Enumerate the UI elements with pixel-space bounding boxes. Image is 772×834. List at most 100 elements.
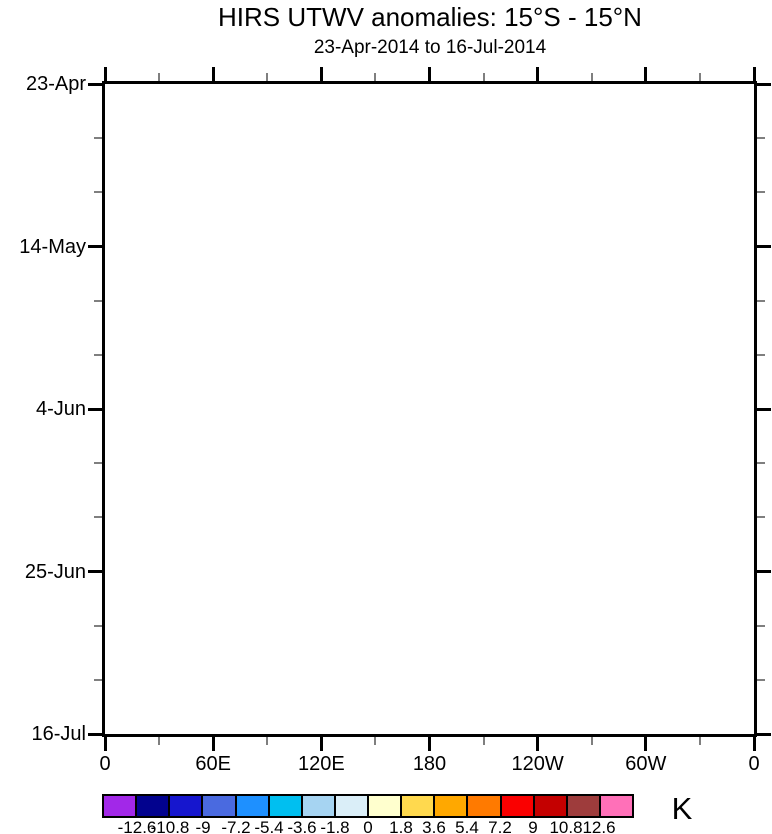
colorbar-cell [333,796,367,816]
x-tick-label: 120E [297,753,345,775]
x-major-tick [103,67,107,81]
x-major-tick [211,737,215,751]
colorbar-tick-label: 10.8 [549,818,583,834]
y-major-tick [88,732,102,736]
x-minor-tick [266,737,269,745]
y-tick-label: 16-Jul [31,723,86,745]
colorbar-tick-label: -10.8 [150,818,190,834]
y-minor-tick [757,624,765,627]
x-tick-label: 180 [412,753,447,775]
y-minor-tick [757,353,765,356]
colorbar-cell [433,796,467,816]
y-major-tick [88,82,102,86]
colorbar-tick-label: -12.6 [117,818,157,834]
colorbar-tick-label: -3.6 [287,818,317,834]
x-minor-tick [482,73,485,81]
y-tick-label: 14-May [19,235,86,258]
x-minor-tick [698,737,701,745]
colorbar-unit-label: K [671,791,693,826]
x-major-tick [319,737,323,751]
x-major-tick [211,67,215,81]
x-tick-label: 60W [625,753,667,775]
y-major-tick [88,407,102,411]
x-minor-tick [698,73,701,81]
x-major-tick [536,737,540,751]
colorbar-tick-label: 12.6 [582,818,616,834]
y-major-tick [757,570,771,573]
chart-subtitle: 23-Apr-2014 to 16-Jul-2014 [313,37,547,58]
x-major-tick [752,67,756,81]
x-minor-tick [266,73,269,81]
y-tick-label: 4-Jun [35,398,86,420]
x-minor-tick [374,73,377,81]
y-major-tick [757,245,771,248]
y-minor-tick [94,191,102,194]
x-minor-tick [374,737,377,745]
x-major-tick [428,67,431,81]
y-minor-tick [94,624,102,627]
x-major-tick [644,67,648,81]
colorbar-cell [499,796,533,816]
colorbar-cell [598,796,632,816]
y-major-tick [88,245,102,248]
colorbar-tick-label: -1.8 [320,818,350,834]
colorbar-cell [400,796,434,816]
colorbar-tick-label: 3.6 [422,818,446,834]
y-minor-tick [757,299,765,302]
y-major-tick [88,570,102,573]
colorbar-cell [234,796,268,816]
y-minor-tick [94,299,102,302]
colorbar-tick-label: -7.2 [221,818,251,834]
x-major-tick [536,67,540,81]
colorbar-cell [168,796,202,816]
colorbar-cell [135,796,169,816]
colorbar-cell [267,796,301,816]
y-minor-tick [757,137,765,140]
colorbar-tick-label: 0 [363,818,373,834]
y-tick-label: 25-Jun [24,560,86,583]
y-minor-tick [94,516,102,519]
plot-frame [102,81,757,737]
x-minor-tick [590,737,593,745]
y-major-tick [757,407,771,411]
colorbar-tick-label: 9 [528,818,538,834]
y-minor-tick [757,191,765,194]
colorbar-tick-label: 7.2 [488,818,512,834]
x-major-tick [103,737,107,751]
x-tick-label: 0 [99,753,111,775]
colorbar-cell [367,796,401,816]
chart-title: HIRS UTWV anomalies: 15°S - 15°N [218,2,642,32]
colorbar-tick-label: -5.4 [254,818,284,834]
x-minor-tick [590,73,593,81]
x-minor-tick [158,73,161,81]
x-major-tick [644,737,648,751]
y-minor-tick [757,516,765,519]
y-tick-label: 23-Apr [25,73,86,95]
colorbar-tick-label: 1.8 [389,818,413,834]
colorbar [102,794,634,818]
x-major-tick [319,67,323,81]
y-major-tick [757,82,771,86]
x-tick-label: 0 [748,753,760,775]
y-minor-tick [757,678,765,681]
y-major-tick [757,732,771,736]
y-minor-tick [94,137,102,140]
x-tick-label: 120W [511,753,564,775]
x-tick-label: 60E [195,753,231,775]
colorbar-tick-label: -9 [195,818,211,834]
colorbar-cell [466,796,500,816]
colorbar-cell [300,796,334,816]
x-major-tick [428,737,431,751]
colorbar-cell [532,796,566,816]
y-minor-tick [94,353,102,356]
colorbar-cell [104,796,136,816]
x-minor-tick [482,737,485,745]
y-minor-tick [94,678,102,681]
colorbar-cell [565,796,599,816]
x-major-tick [752,737,756,751]
y-minor-tick [94,462,102,465]
y-minor-tick [757,462,765,465]
colorbar-cell [201,796,235,816]
colorbar-tick-label: 5.4 [455,818,479,834]
